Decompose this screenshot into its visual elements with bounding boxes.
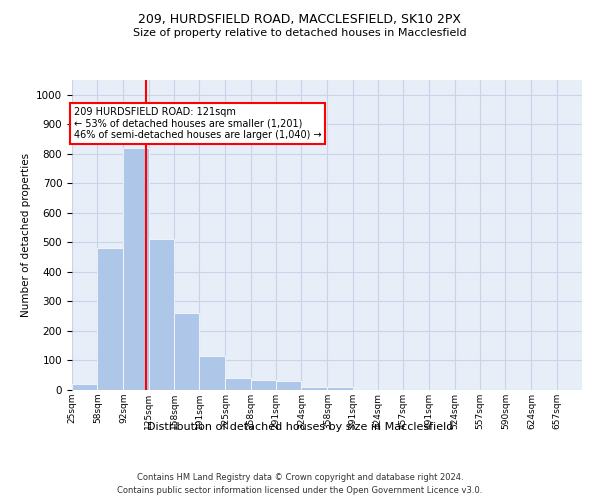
Text: 209, HURDSFIELD ROAD, MACCLESFIELD, SK10 2PX: 209, HURDSFIELD ROAD, MACCLESFIELD, SK10…	[139, 12, 461, 26]
Text: 209 HURDSFIELD ROAD: 121sqm
← 53% of detached houses are smaller (1,201)
46% of : 209 HURDSFIELD ROAD: 121sqm ← 53% of det…	[74, 106, 321, 140]
Y-axis label: Number of detached properties: Number of detached properties	[20, 153, 31, 317]
Bar	[199, 356, 226, 390]
Bar	[251, 380, 276, 390]
Bar	[149, 240, 174, 390]
Bar	[72, 384, 97, 390]
Bar	[124, 148, 149, 390]
Text: Contains HM Land Registry data © Crown copyright and database right 2024.: Contains HM Land Registry data © Crown c…	[137, 472, 463, 482]
Bar	[301, 387, 328, 390]
Bar	[226, 378, 251, 390]
Text: Distribution of detached houses by size in Macclesfield: Distribution of detached houses by size …	[147, 422, 453, 432]
Bar	[328, 387, 353, 390]
Text: Size of property relative to detached houses in Macclesfield: Size of property relative to detached ho…	[133, 28, 467, 38]
Bar	[174, 313, 199, 390]
Bar	[97, 248, 124, 390]
Bar	[276, 381, 301, 390]
Text: Contains public sector information licensed under the Open Government Licence v3: Contains public sector information licen…	[118, 486, 482, 495]
